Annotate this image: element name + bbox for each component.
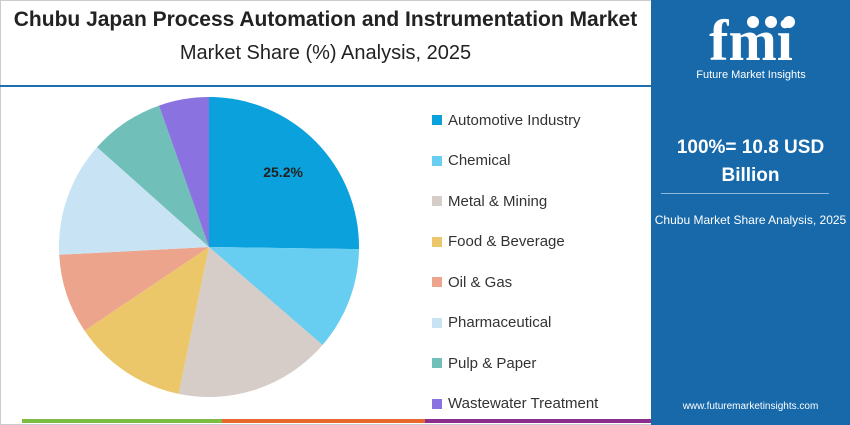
- legend-item: Wastewater Treatment: [432, 384, 598, 425]
- website-link[interactable]: www.futuremarketinsights.com: [682, 401, 819, 412]
- pie-slice-pharmaceutical: [59, 147, 210, 255]
- accent-bar-orange: [222, 419, 425, 423]
- legend-label: Metal & Mining: [448, 192, 548, 210]
- legend-label: Wastewater Treatment: [448, 395, 599, 413]
- pie-slice-metal-mining: [178, 247, 323, 397]
- chart-subtitle: Market Share (%) Analysis, 2025: [179, 42, 472, 64]
- legend-label: Chemical: [448, 152, 511, 170]
- legend-item: Chemical: [432, 141, 598, 182]
- market-total: 100%= 10.8 USD Billion: [676, 137, 825, 186]
- legend-swatch: [432, 196, 442, 207]
- divider: [661, 193, 829, 194]
- legend: Automotive Industry Chemical Metal & Minin…: [432, 100, 598, 424]
- legend-swatch: [432, 317, 442, 328]
- data-label: 25.2%: [263, 164, 303, 180]
- legend-swatch: [432, 277, 442, 288]
- pie-slice-food-beverage: [84, 247, 209, 394]
- legend-item: Food & Beverage: [432, 222, 598, 263]
- pie-slice-wastewater-treatment: [159, 97, 209, 247]
- legend-swatch: [432, 236, 442, 247]
- legend-swatch: [432, 358, 442, 369]
- legend-item: Pharmaceutical: [432, 303, 598, 344]
- side-caption: Chubu Market Share Analysis, 2025: [654, 213, 847, 227]
- legend-label: Pulp & Paper: [448, 354, 537, 372]
- title-rule: [0, 85, 651, 87]
- pie-chart: 25.2%: [59, 97, 359, 397]
- fmi-logo: fmi Future Market Insights: [696, 8, 806, 81]
- side-panel: fmi Future Market Insights 100%= 10.8 US…: [651, 0, 850, 425]
- pie-slice-chemical: [209, 247, 359, 346]
- chart-title: Chubu Japan Process Automation and Instr…: [13, 8, 638, 31]
- legend-label: Food & Beverage: [448, 233, 565, 251]
- legend-label: Automotive Industry: [448, 111, 581, 129]
- legend-swatch: [432, 398, 442, 409]
- legend-label: Oil & Gas: [448, 273, 513, 291]
- pie-slice-automotive-industry: [209, 97, 359, 250]
- pie-slice-oil-gas: [59, 247, 209, 331]
- legend-item: Pulp & Paper: [432, 343, 598, 384]
- legend-item: Automotive Industry: [432, 100, 598, 141]
- legend-item: Oil & Gas: [432, 262, 598, 303]
- legend-item: Metal & Mining: [432, 181, 598, 222]
- pie-slice-pulp-paper: [97, 105, 209, 247]
- accent-bar-purple: [425, 419, 651, 423]
- logo-tagline: Future Market Insights: [696, 69, 806, 81]
- legend-label: Pharmaceutical: [448, 314, 552, 332]
- legend-swatch: [432, 155, 442, 166]
- legend-swatch: [432, 115, 442, 126]
- accent-bar-green: [22, 419, 222, 423]
